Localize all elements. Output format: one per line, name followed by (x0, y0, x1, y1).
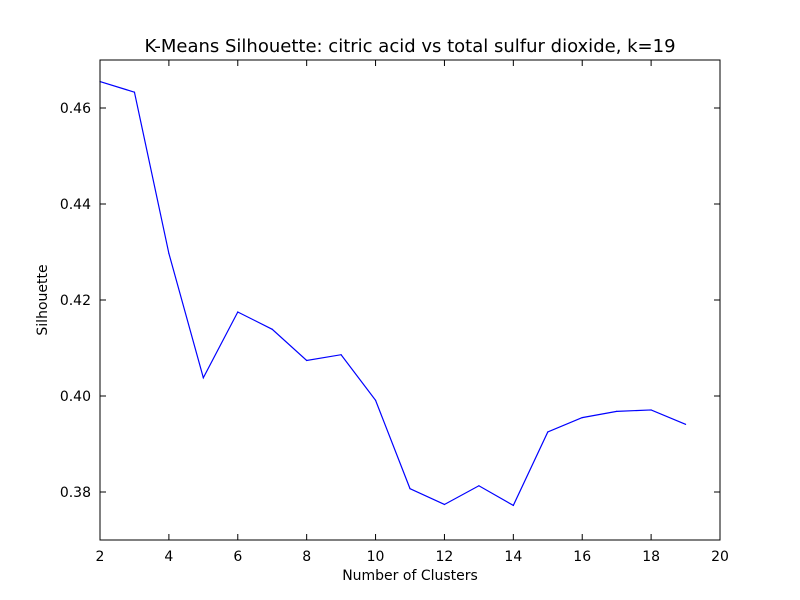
chart-title: K-Means Silhouette: citric acid vs total… (144, 36, 675, 57)
ticks-layer: 2 4 6 8 10 12 14 16 18 20 0.38 0.40 0.42 0.44 0.46 (60, 60, 729, 565)
x-tick-label: 20 (711, 549, 729, 565)
data-point (271, 328, 273, 330)
y-tick-label: 0.38 (60, 485, 91, 501)
plot-frame (99, 59, 721, 541)
data-point (374, 399, 377, 401)
x-tick-label: 16 (573, 549, 591, 565)
data-point (650, 409, 652, 411)
data-point (168, 252, 170, 255)
x-tick-label: 18 (642, 549, 660, 565)
data-point (409, 488, 411, 490)
y-tick-label: 0.44 (60, 197, 91, 213)
series-line (99, 81, 686, 507)
data-point (684, 423, 687, 425)
data-point (202, 377, 204, 379)
data-point (616, 410, 618, 412)
x-tick-label: 2 (96, 549, 105, 565)
y-tick-label: 0.40 (60, 389, 91, 405)
y-tick-label: 0.46 (60, 101, 91, 117)
data-point (340, 354, 342, 356)
x-axis-label: Number of Clusters (342, 568, 478, 584)
x-tick-label: 12 (436, 549, 454, 565)
data-point (478, 485, 480, 487)
data-point (512, 504, 514, 507)
x-tick-label: 10 (367, 549, 385, 565)
data-point (443, 503, 446, 506)
data-point (306, 359, 308, 362)
y-axis-label: Silhouette (35, 264, 51, 335)
data-point (133, 91, 136, 93)
data-point (237, 311, 239, 313)
x-tick-label: 14 (504, 549, 522, 565)
x-tick-label: 8 (302, 549, 311, 565)
plot-layer (99, 81, 687, 507)
y-tick-label: 0.42 (60, 293, 91, 309)
data-point (547, 431, 549, 433)
x-tick-label: 6 (233, 549, 242, 565)
x-tick-label: 4 (164, 549, 173, 565)
data-point (581, 417, 583, 419)
